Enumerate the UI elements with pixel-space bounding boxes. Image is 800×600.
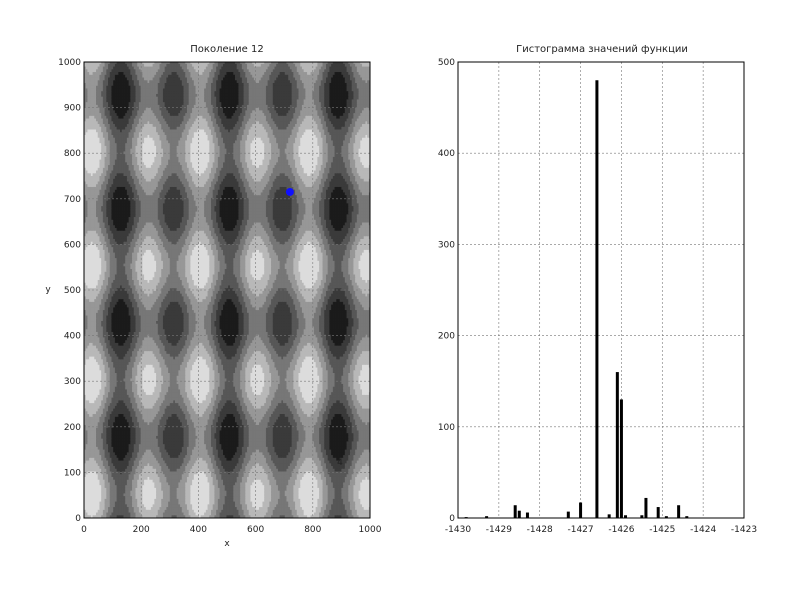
histogram-bar — [518, 511, 521, 518]
histogram-frame — [458, 62, 744, 518]
histogram-grid — [458, 62, 744, 518]
histogram-bar — [657, 507, 660, 518]
contour-area — [84, 60, 371, 518]
histogram-bars — [465, 80, 689, 518]
contour-x-tick: 600 — [247, 525, 264, 535]
contour-x-label: x — [224, 539, 230, 549]
contour-x-tick: 0 — [81, 525, 87, 535]
contour-x-tick: 400 — [190, 525, 207, 535]
histogram-y-tick: 500 — [438, 58, 455, 68]
contour-y-tick: 900 — [64, 104, 81, 114]
histogram-bar — [595, 80, 598, 518]
histogram-bar — [567, 512, 570, 518]
histogram-y-tick: 200 — [438, 332, 455, 342]
histogram-x-tick: -1428 — [527, 525, 553, 535]
histogram-bar — [514, 505, 517, 518]
contour-title: Поколение 12 — [190, 44, 263, 55]
histogram-x-tick: -1425 — [649, 525, 675, 535]
histogram-panel: Гистограмма значений функции -1430 -1429-… — [438, 44, 757, 535]
histogram-x-tick: -1423 — [731, 525, 757, 535]
histogram-x-tick: -1430 — [445, 525, 471, 535]
contour-panel: Поколение 12 0 200 400 600 800 1000 0 100 200 30… — [45, 44, 381, 549]
contour-y-tick: 800 — [64, 149, 81, 159]
histogram-y-tick: 0 — [449, 514, 455, 524]
contour-x-tick: 200 — [133, 525, 150, 535]
histogram-bar — [526, 513, 529, 518]
histogram-bar — [644, 498, 647, 518]
histogram-y-tick: 400 — [438, 149, 455, 159]
histogram-bar — [677, 505, 680, 518]
contour-annotation: 4 — [337, 458, 343, 468]
histogram-bar — [579, 502, 582, 518]
contour-y-tick: 500 — [64, 286, 81, 296]
contour-x-tick: 1000 — [359, 525, 382, 535]
contour-y-tick: 400 — [64, 332, 81, 342]
contour-x-tick: 800 — [304, 525, 321, 535]
contour-y-tick: 0 — [75, 514, 81, 524]
histogram-x-tick: -1427 — [567, 525, 593, 535]
histogram-x-tick-labels: -1430 -1429 -1428 -1427 -1426 -1425 -1424 -1423 — [445, 525, 757, 535]
contour-y-tick: 1000 — [58, 58, 81, 68]
histogram-y-tick: 300 — [438, 240, 455, 250]
contour-x-tick-labels: 0 200 400 600 800 1000 — [81, 525, 382, 535]
histogram-x-tick: -1429 — [486, 525, 512, 535]
histogram-bar — [616, 372, 619, 518]
histogram-bar — [608, 514, 611, 518]
contour-y-tick-labels: 0 100 200 300 400 500 600 700 800 900 1000 — [58, 58, 81, 524]
best-point-marker — [286, 188, 294, 196]
contour-y-tick: 200 — [64, 423, 81, 433]
contour-y-tick: 300 — [64, 377, 81, 387]
histogram-title: Гистограмма значений функции — [516, 44, 688, 55]
contour-y-tick: 700 — [64, 195, 81, 205]
contour-y-tick: 600 — [64, 240, 81, 250]
contour-y-tick: 100 — [64, 468, 81, 478]
histogram-x-tick: -1426 — [608, 525, 634, 535]
histogram-x-tick: -1424 — [690, 525, 716, 535]
histogram-y-tick: 100 — [438, 423, 455, 433]
contour-y-label: y — [45, 285, 51, 295]
histogram-bar — [620, 399, 623, 518]
histogram-y-tick-labels: 0 100 200 300 400 500 — [438, 58, 455, 524]
